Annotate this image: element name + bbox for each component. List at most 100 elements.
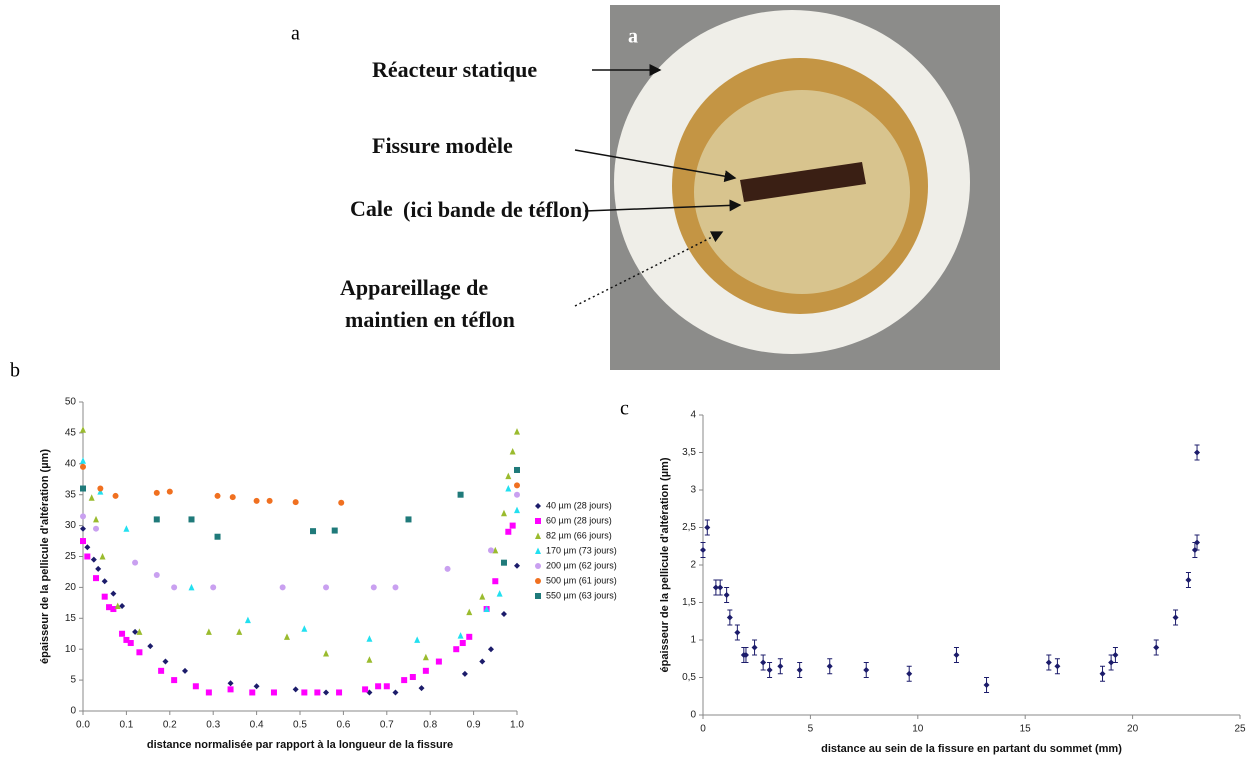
point <box>466 633 473 640</box>
photo: a <box>610 5 1000 370</box>
y-axis-title: épaisseur de la pellicule d'altération (… <box>39 449 51 664</box>
point <box>236 628 243 635</box>
point <box>906 670 913 677</box>
point <box>723 592 730 598</box>
point <box>777 663 784 670</box>
photo-label: Appareillage de <box>340 275 488 300</box>
point <box>80 426 86 433</box>
point <box>742 652 749 658</box>
point <box>704 524 711 531</box>
point <box>127 640 134 647</box>
point <box>192 683 199 690</box>
x-tick-label: 10 <box>912 724 924 735</box>
point <box>310 528 317 535</box>
point <box>418 685 425 692</box>
point <box>153 516 160 523</box>
photo-label: maintien en téflon <box>345 307 515 332</box>
point <box>90 556 97 563</box>
point <box>112 492 119 499</box>
x-tick-label: 0.6 <box>336 720 350 731</box>
point <box>1194 539 1201 546</box>
point <box>492 578 499 585</box>
arrow <box>574 149 737 183</box>
point <box>171 677 178 684</box>
point <box>535 593 541 599</box>
y-tick-label: 15 <box>65 613 77 624</box>
point <box>147 643 154 650</box>
x-tick-label: 0.7 <box>380 720 394 731</box>
point <box>1054 663 1061 670</box>
point <box>253 683 260 690</box>
y-tick-label: 50 <box>65 397 77 408</box>
x-tick-label: 0.9 <box>467 720 481 731</box>
point <box>270 689 277 696</box>
point <box>188 516 195 523</box>
point <box>323 689 330 696</box>
photo-label: Cale <box>350 196 393 221</box>
point <box>535 547 541 554</box>
y-tick-label: 1 <box>690 635 696 646</box>
legend-label: 500 µm (61 jours) <box>546 575 617 585</box>
photo-label: (ici bande de téflon) <box>403 197 589 222</box>
point <box>496 590 503 597</box>
point <box>826 663 833 670</box>
point <box>461 670 468 677</box>
point <box>487 547 494 554</box>
legend-label: 200 µm (62 jours) <box>546 560 617 570</box>
point <box>119 630 126 637</box>
point <box>505 472 512 480</box>
point <box>953 652 960 658</box>
point <box>279 584 286 591</box>
y-tick-label: 2 <box>690 560 696 571</box>
point <box>166 488 173 495</box>
point <box>435 658 442 665</box>
point <box>500 610 507 617</box>
point <box>717 584 724 591</box>
point <box>409 674 416 681</box>
point <box>93 515 100 523</box>
point <box>101 578 108 585</box>
point <box>123 636 130 643</box>
point <box>492 546 499 554</box>
photo-label: Fissure modèle <box>372 133 513 158</box>
point <box>214 492 221 499</box>
point <box>99 553 106 560</box>
point <box>136 649 143 656</box>
point <box>479 593 486 600</box>
point <box>210 584 217 591</box>
y-tick-label: 10 <box>65 644 77 655</box>
point <box>500 559 507 566</box>
point <box>751 644 758 651</box>
point <box>110 606 117 613</box>
y-tick-label: 2,5 <box>682 522 696 533</box>
point <box>514 506 520 514</box>
point <box>114 602 121 609</box>
point <box>459 640 466 647</box>
point <box>366 635 373 642</box>
point <box>1108 659 1115 666</box>
x-tick-label: 0.0 <box>76 720 90 731</box>
point <box>132 628 139 635</box>
point <box>712 584 719 591</box>
point <box>466 608 473 616</box>
point <box>766 667 773 673</box>
point <box>734 629 741 636</box>
x-tick-label: 0.3 <box>206 720 220 731</box>
x-tick-label: 25 <box>1234 724 1246 735</box>
point <box>509 522 516 529</box>
x-tick-label: 0 <box>700 724 706 735</box>
point <box>80 525 86 532</box>
point <box>863 667 870 673</box>
point <box>1185 577 1192 583</box>
point <box>80 457 86 464</box>
y-axis-title: épaisseur de la pellicule d'altération (… <box>659 457 671 672</box>
y-tick-label: 3 <box>690 485 696 496</box>
y-tick-label: 1,5 <box>682 597 696 608</box>
point <box>80 513 86 520</box>
point <box>509 447 516 455</box>
point <box>366 656 373 663</box>
point <box>132 559 139 566</box>
arrow <box>584 199 742 212</box>
point <box>101 593 108 600</box>
